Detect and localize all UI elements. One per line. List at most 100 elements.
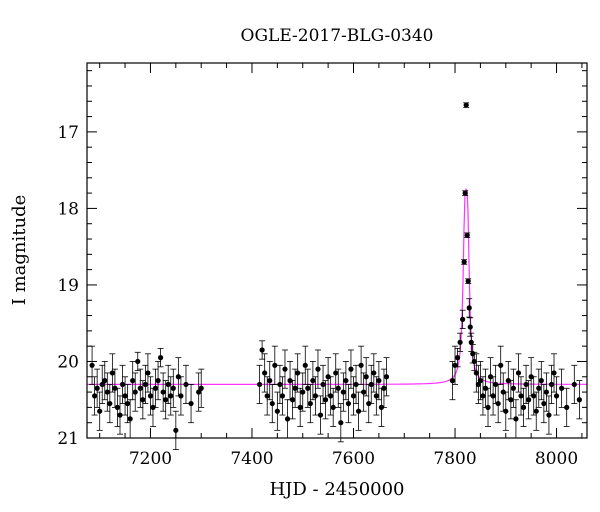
data-marker	[376, 378, 382, 384]
data-point	[459, 309, 466, 329]
data-point	[512, 399, 519, 439]
data-point	[363, 357, 370, 397]
data-point	[525, 380, 532, 420]
data-marker	[165, 381, 171, 388]
axis-ticks	[87, 63, 587, 439]
model-curve	[87, 188, 587, 385]
data-marker	[178, 393, 184, 399]
data-point	[299, 372, 306, 412]
data-point	[462, 190, 469, 196]
data-point	[165, 364, 172, 404]
data-point	[271, 345, 278, 385]
data-point	[157, 348, 164, 368]
data-point	[507, 380, 514, 420]
data-marker	[510, 385, 516, 391]
data-marker	[533, 408, 539, 414]
data-point	[307, 384, 314, 424]
data-marker	[335, 385, 341, 391]
data-marker	[107, 400, 113, 407]
data-marker	[340, 389, 346, 395]
y-tick-label: 21	[57, 429, 79, 449]
data-marker	[330, 404, 336, 410]
data-point	[571, 364, 578, 404]
data-point	[463, 102, 470, 108]
data-point	[297, 387, 304, 427]
data-marker	[117, 412, 123, 418]
data-marker	[130, 378, 136, 384]
y-axis-label: I magnitude	[9, 195, 30, 306]
data-marker	[345, 400, 352, 407]
data-point	[114, 387, 121, 427]
data-point	[152, 368, 159, 408]
data-point	[147, 376, 154, 416]
data-marker	[264, 393, 270, 399]
data-marker	[546, 412, 552, 418]
data-point	[548, 364, 555, 404]
data-marker	[277, 381, 283, 388]
data-point	[106, 384, 113, 424]
data-point	[314, 349, 321, 389]
data-marker	[543, 389, 549, 395]
data-marker	[114, 404, 121, 410]
data-marker	[173, 427, 179, 433]
data-point	[380, 368, 387, 408]
data-point	[177, 376, 184, 416]
data-point	[261, 353, 268, 393]
data-marker	[513, 416, 519, 422]
data-marker	[125, 400, 131, 407]
data-marker	[465, 278, 471, 284]
data-point	[302, 345, 309, 385]
x-tick-label: 7600	[332, 449, 375, 469]
data-marker	[104, 389, 110, 395]
data-point	[330, 387, 337, 427]
data-marker	[368, 381, 374, 388]
data-marker	[526, 397, 532, 403]
data-point	[317, 395, 324, 435]
data-point	[520, 387, 527, 427]
data-point	[266, 361, 273, 401]
data-marker	[518, 393, 524, 399]
data-marker	[358, 362, 364, 368]
data-marker	[295, 370, 301, 376]
data-marker	[297, 404, 303, 410]
data-point	[370, 353, 377, 393]
data-point	[335, 368, 342, 408]
data-marker	[302, 362, 308, 368]
data-point	[342, 361, 349, 401]
data-point	[355, 391, 362, 431]
data-point	[502, 391, 509, 431]
data-point	[332, 353, 339, 393]
data-marker	[170, 385, 176, 391]
data-point	[461, 259, 468, 265]
data-point	[449, 361, 456, 401]
data-points	[89, 102, 583, 450]
data-marker	[576, 397, 582, 403]
data-point	[553, 376, 560, 416]
data-marker	[553, 393, 560, 399]
data-marker	[320, 381, 326, 388]
data-point	[198, 368, 205, 408]
data-marker	[127, 416, 133, 422]
data-marker	[140, 397, 146, 403]
data-marker	[564, 404, 570, 410]
data-marker	[515, 370, 522, 376]
data-point	[551, 353, 558, 393]
data-marker	[89, 362, 95, 368]
data-marker	[373, 393, 379, 399]
data-marker	[464, 232, 470, 238]
data-marker	[109, 370, 115, 376]
data-marker	[322, 397, 329, 403]
data-point	[160, 372, 167, 412]
data-marker	[467, 324, 473, 330]
data-marker	[300, 389, 306, 395]
data-point	[345, 384, 352, 424]
data-marker	[282, 366, 288, 372]
data-point	[289, 380, 296, 420]
data-marker	[269, 400, 275, 407]
data-marker	[305, 385, 311, 391]
data-point	[530, 376, 537, 416]
data-point	[312, 376, 319, 416]
data-point	[129, 361, 136, 401]
data-marker	[449, 378, 456, 384]
data-point	[477, 361, 484, 401]
